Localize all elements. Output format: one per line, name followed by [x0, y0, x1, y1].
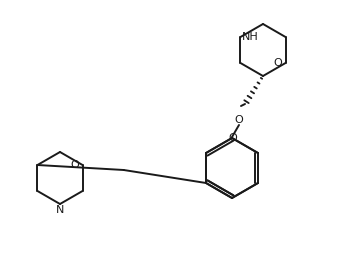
Text: O: O: [273, 58, 282, 68]
Text: NH: NH: [242, 32, 259, 42]
Text: O: O: [235, 115, 243, 125]
Text: N: N: [56, 205, 64, 215]
Text: O: O: [70, 160, 79, 170]
Text: O: O: [228, 133, 237, 143]
